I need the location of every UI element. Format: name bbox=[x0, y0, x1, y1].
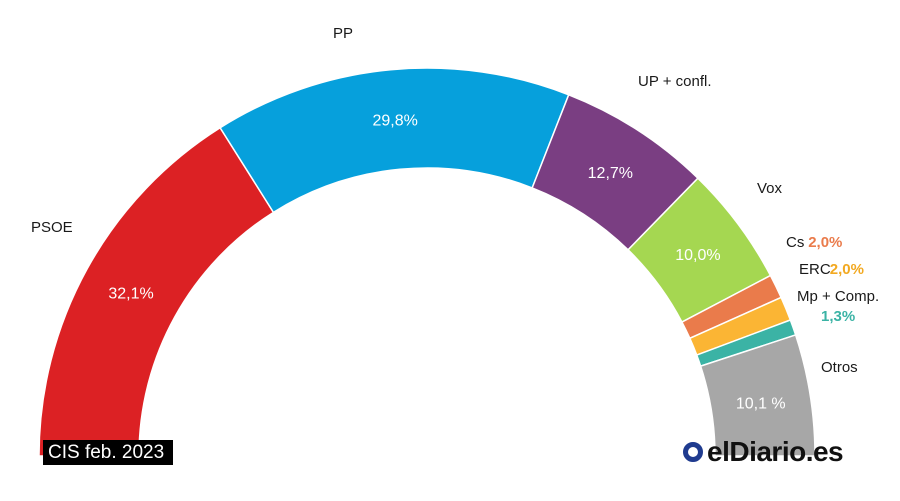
value-label-cs: 2,0% bbox=[808, 234, 842, 251]
value-label-vox: 10,0% bbox=[675, 247, 720, 264]
category-label-pp: PP bbox=[333, 25, 353, 42]
category-label-erc: ERC bbox=[799, 261, 831, 278]
category-label-otros: Otros bbox=[821, 359, 858, 376]
value-label-psoe: 32,1% bbox=[108, 286, 153, 303]
slice-otros bbox=[699, 333, 816, 457]
category-label-cs: Cs bbox=[786, 234, 804, 251]
category-label-psoe: PSOE bbox=[31, 219, 73, 236]
value-label-erc: 2,0% bbox=[830, 261, 864, 278]
value-label-mp-comp: 1,3% bbox=[821, 308, 855, 325]
eldiario-logo-icon bbox=[683, 442, 703, 462]
brand-name: elDiario.es bbox=[707, 436, 844, 467]
category-label-vox: Vox bbox=[757, 180, 783, 197]
slice-pp bbox=[219, 67, 570, 214]
value-label-pp: 29,8% bbox=[373, 113, 418, 130]
value-label-otros: 10,1 % bbox=[736, 396, 786, 413]
brand-logo: elDiario.es bbox=[683, 432, 844, 472]
category-label-mp-comp: Mp + Comp. bbox=[797, 288, 879, 305]
source-badge: CIS feb. 2023 bbox=[43, 440, 174, 465]
value-label-up-confl: 12,7% bbox=[588, 165, 633, 182]
slice-psoe bbox=[38, 126, 275, 457]
category-label-up-confl: UP + confl. bbox=[638, 73, 712, 90]
